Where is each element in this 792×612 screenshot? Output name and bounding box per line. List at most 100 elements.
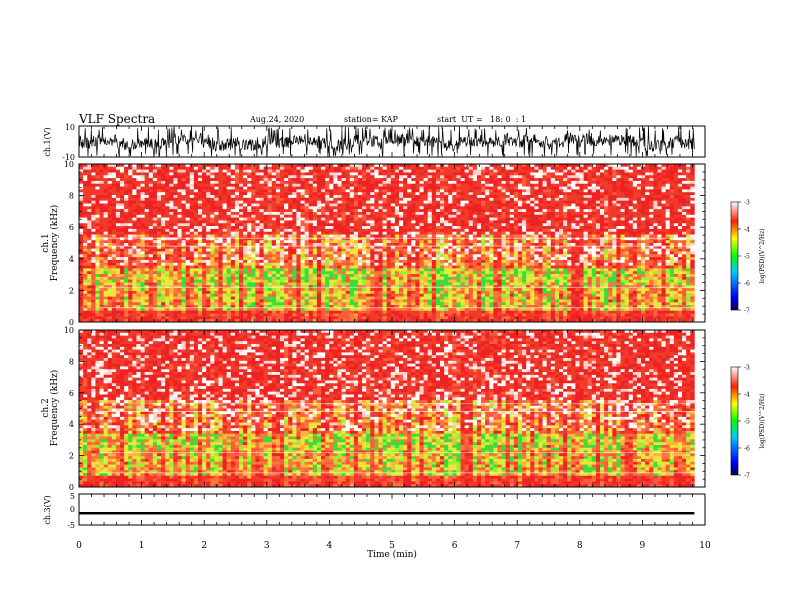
spectrogram-cell bbox=[107, 243, 113, 247]
spectrogram-cell bbox=[120, 220, 125, 224]
spectrogram-cell bbox=[526, 226, 531, 230]
spectrogram-cell bbox=[128, 217, 133, 221]
spectrogram-cell bbox=[243, 189, 248, 193]
spectrogram-cell bbox=[690, 197, 695, 202]
spectrogram-cell bbox=[353, 175, 359, 179]
spectrogram-cell bbox=[325, 192, 330, 196]
spectrogram-cell bbox=[538, 164, 543, 168]
spectrogram-cell bbox=[501, 203, 506, 207]
spectrogram-cell bbox=[161, 192, 166, 196]
spectrogram-cell bbox=[411, 223, 416, 227]
spectrogram-cell bbox=[657, 203, 662, 207]
spectrogram-cell bbox=[382, 164, 388, 168]
spectrogram-cell bbox=[341, 231, 347, 235]
spectrogram-cell bbox=[394, 203, 400, 207]
spectrogram-cell bbox=[632, 180, 638, 185]
spectrogram-cell bbox=[419, 211, 424, 216]
spectrogram-cell bbox=[386, 206, 392, 210]
spectrogram-cell bbox=[214, 251, 219, 255]
spectrogram-cell bbox=[234, 240, 240, 244]
spectrogram-cell bbox=[316, 169, 322, 173]
spectrogram-cell bbox=[103, 206, 109, 210]
spectrogram-cell bbox=[546, 178, 552, 182]
spectrogram-cell bbox=[583, 189, 589, 193]
spectrogram-cell bbox=[612, 240, 617, 244]
spectrogram-cell bbox=[79, 245, 84, 249]
spectrogram-cell bbox=[292, 203, 297, 207]
spectrogram-cell bbox=[312, 231, 318, 235]
spectrogram-cell bbox=[493, 240, 498, 244]
spectrogram-cell bbox=[120, 189, 125, 193]
spectrogram-cell bbox=[275, 220, 281, 224]
spectrogram-cell bbox=[677, 203, 683, 207]
spectrogram-cell bbox=[493, 228, 498, 233]
spectrogram-cell bbox=[628, 180, 634, 185]
spectrogram-cell bbox=[563, 172, 568, 176]
spectrogram-cell bbox=[349, 166, 355, 170]
spectrogram-cell bbox=[497, 172, 502, 176]
spectrogram-cell bbox=[202, 189, 207, 193]
spectrogram-cell bbox=[156, 240, 162, 244]
spectrogram-cell bbox=[485, 245, 490, 249]
spectrogram-cell bbox=[378, 203, 383, 207]
spectrogram-cell bbox=[83, 180, 88, 185]
spectrogram-cell bbox=[431, 237, 437, 241]
spectrogram-cell bbox=[575, 203, 580, 207]
spectrogram-cell bbox=[673, 209, 679, 213]
spectrogram-cell bbox=[345, 178, 351, 182]
spectrogram-cell bbox=[390, 209, 396, 213]
spectrogram-cell bbox=[370, 228, 375, 233]
spectrogram-cell bbox=[177, 186, 182, 190]
spectrogram-cell bbox=[604, 183, 609, 187]
spectrogram-cell bbox=[669, 180, 675, 185]
spectrogram-cell bbox=[669, 217, 675, 221]
spectrogram-cell bbox=[128, 166, 133, 170]
spectrogram-cell bbox=[87, 211, 92, 216]
spectrogram-cell bbox=[263, 231, 269, 235]
spectrogram-cell bbox=[124, 231, 129, 235]
spectrogram-cell bbox=[296, 220, 301, 224]
spectrogram-cell bbox=[161, 180, 166, 185]
spectrogram-cell bbox=[280, 243, 285, 247]
spectrogram-cell bbox=[661, 251, 666, 255]
spectrogram-cell bbox=[653, 203, 658, 207]
spectrogram-cell bbox=[156, 183, 162, 187]
spectrogram-cell bbox=[661, 180, 666, 185]
spectrogram-cell bbox=[427, 211, 433, 216]
spectrogram-cell bbox=[431, 172, 437, 176]
spectrogram-cell bbox=[341, 248, 347, 252]
spectrogram-cell bbox=[353, 226, 359, 230]
spectrogram-cell bbox=[682, 234, 687, 238]
spectrogram-cell bbox=[554, 175, 560, 179]
spectrogram-cell bbox=[148, 166, 154, 170]
spectrogram-cell bbox=[415, 180, 420, 185]
spectrogram-cell bbox=[686, 237, 691, 241]
spectrogram-cell bbox=[161, 166, 166, 170]
spectrogram-cell bbox=[493, 197, 498, 202]
spectrogram-cell bbox=[632, 166, 638, 170]
spectrogram-cell bbox=[370, 175, 375, 179]
spectrogram-cell bbox=[632, 248, 638, 252]
spectrogram-cell bbox=[271, 223, 277, 227]
spectrogram-cell bbox=[271, 180, 277, 185]
spectrogram-cell bbox=[321, 226, 326, 230]
spectrogram-cell bbox=[349, 192, 355, 196]
spectrogram-cell bbox=[407, 164, 412, 168]
spectrogram-cell bbox=[234, 183, 240, 187]
spectrogram-cell bbox=[587, 240, 593, 244]
spectrogram-cell bbox=[87, 223, 92, 227]
spectrogram-cell bbox=[546, 226, 552, 230]
spectrogram-cell bbox=[554, 166, 560, 170]
spectrogram-cell bbox=[173, 231, 178, 235]
spectrogram-cell bbox=[296, 206, 301, 210]
spectrogram-cell bbox=[243, 197, 248, 202]
spectrogram-cell bbox=[558, 183, 564, 187]
spectrogram-cell bbox=[156, 251, 162, 255]
spectrogram-cell bbox=[316, 231, 322, 235]
spectrogram-cell bbox=[234, 206, 240, 210]
spectrogram-cell bbox=[686, 195, 691, 199]
spectrogram-cell bbox=[649, 164, 654, 168]
spectrogram-cell bbox=[394, 192, 400, 196]
spectrogram-cell bbox=[292, 175, 297, 179]
